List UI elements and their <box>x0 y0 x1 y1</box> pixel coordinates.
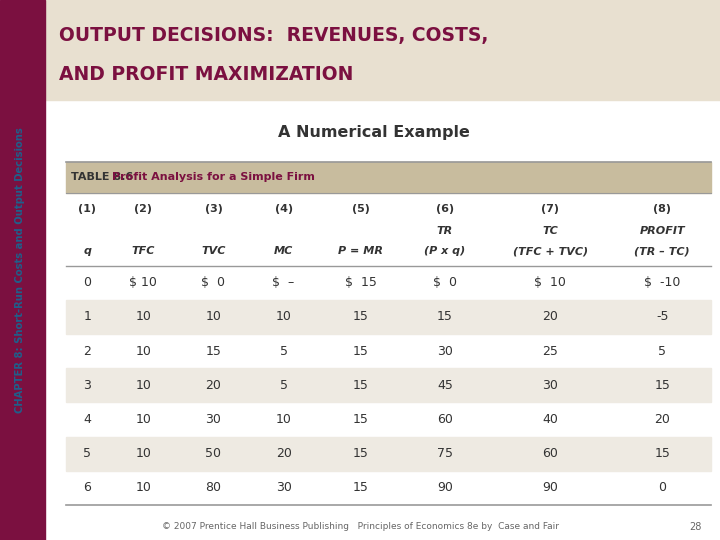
Text: $  -10: $ -10 <box>644 276 680 289</box>
Text: 5: 5 <box>279 379 287 392</box>
Text: 5: 5 <box>279 345 287 357</box>
Text: 10: 10 <box>276 413 292 426</box>
Text: 0: 0 <box>658 481 666 494</box>
Text: 90: 90 <box>437 481 453 494</box>
Bar <box>66 300 711 334</box>
Text: 20: 20 <box>542 310 558 323</box>
Text: 15: 15 <box>353 379 369 392</box>
Text: 4: 4 <box>84 413 91 426</box>
Text: 15: 15 <box>654 447 670 460</box>
Bar <box>0 0 45 540</box>
Bar <box>66 162 711 193</box>
Text: PROFIT: PROFIT <box>639 226 685 235</box>
Text: 40: 40 <box>542 413 558 426</box>
Text: 60: 60 <box>542 447 558 460</box>
Text: 75: 75 <box>437 447 453 460</box>
Text: 90: 90 <box>542 481 558 494</box>
Text: 50: 50 <box>205 447 222 460</box>
Text: 10: 10 <box>135 379 151 392</box>
Text: (6): (6) <box>436 204 454 214</box>
Text: 20: 20 <box>276 447 292 460</box>
Text: 15: 15 <box>353 481 369 494</box>
Text: (4): (4) <box>274 204 292 214</box>
Bar <box>66 436 711 471</box>
Text: 15: 15 <box>205 345 222 357</box>
Text: A Numerical Example: A Numerical Example <box>279 125 470 140</box>
Text: 10: 10 <box>135 447 151 460</box>
Text: TABLE 8.6: TABLE 8.6 <box>71 172 132 183</box>
Text: 6: 6 <box>84 481 91 494</box>
Text: 15: 15 <box>353 413 369 426</box>
Text: TVC: TVC <box>202 246 225 256</box>
Text: (1): (1) <box>78 204 96 214</box>
Text: 15: 15 <box>353 345 369 357</box>
Text: 15: 15 <box>353 447 369 460</box>
Text: TFC: TFC <box>132 246 155 256</box>
Bar <box>45 0 720 100</box>
Text: $  0: $ 0 <box>202 276 225 289</box>
Text: 15: 15 <box>654 379 670 392</box>
Text: 28: 28 <box>690 522 702 531</box>
Text: $  0: $ 0 <box>433 276 457 289</box>
Text: 30: 30 <box>542 379 558 392</box>
Text: 10: 10 <box>205 310 222 323</box>
Text: 20: 20 <box>205 379 222 392</box>
Text: 10: 10 <box>276 310 292 323</box>
Text: (3): (3) <box>204 204 222 214</box>
Text: 30: 30 <box>276 481 292 494</box>
Text: -5: -5 <box>656 310 669 323</box>
Text: (TR – TC): (TR – TC) <box>634 246 690 256</box>
Text: 30: 30 <box>437 345 453 357</box>
Text: (TFC + TVC): (TFC + TVC) <box>513 246 588 256</box>
Text: Profit Analysis for a Simple Firm: Profit Analysis for a Simple Firm <box>112 172 315 183</box>
Text: 10: 10 <box>135 413 151 426</box>
Text: (7): (7) <box>541 204 559 214</box>
Text: P = MR: P = MR <box>338 246 383 256</box>
Text: (8): (8) <box>653 204 671 214</box>
Text: 1: 1 <box>84 310 91 323</box>
Text: 5: 5 <box>84 447 91 460</box>
Text: q: q <box>84 246 91 256</box>
Text: $  –: $ – <box>272 276 294 289</box>
Text: TR: TR <box>437 226 453 235</box>
Text: TC: TC <box>542 226 558 235</box>
Text: 2: 2 <box>84 345 91 357</box>
Text: 0: 0 <box>84 276 91 289</box>
Text: $  15: $ 15 <box>345 276 377 289</box>
Text: 80: 80 <box>205 481 222 494</box>
Text: (2): (2) <box>135 204 153 214</box>
Text: 45: 45 <box>437 379 453 392</box>
Text: 10: 10 <box>135 481 151 494</box>
Text: CHAPTER 8: Short-Run Costs and Output Decisions: CHAPTER 8: Short-Run Costs and Output De… <box>15 127 25 413</box>
Text: 15: 15 <box>353 310 369 323</box>
Bar <box>66 368 711 402</box>
Text: MC: MC <box>274 246 293 256</box>
Text: 60: 60 <box>437 413 453 426</box>
Text: 25: 25 <box>542 345 558 357</box>
Text: 20: 20 <box>654 413 670 426</box>
Text: 30: 30 <box>205 413 222 426</box>
Text: (P x q): (P x q) <box>424 246 466 256</box>
Text: 5: 5 <box>658 345 666 357</box>
Text: © 2007 Prentice Hall Business Publishing   Principles of Economics 8e by  Case a: © 2007 Prentice Hall Business Publishing… <box>161 522 559 531</box>
Text: (5): (5) <box>352 204 369 214</box>
Text: 3: 3 <box>84 379 91 392</box>
Text: 10: 10 <box>135 345 151 357</box>
Text: 10: 10 <box>135 310 151 323</box>
Text: AND PROFIT MAXIMIZATION: AND PROFIT MAXIMIZATION <box>59 65 354 84</box>
Text: 15: 15 <box>437 310 453 323</box>
Text: OUTPUT DECISIONS:  REVENUES, COSTS,: OUTPUT DECISIONS: REVENUES, COSTS, <box>59 25 488 45</box>
Text: $ 10: $ 10 <box>130 276 157 289</box>
Text: $  10: $ 10 <box>534 276 566 289</box>
